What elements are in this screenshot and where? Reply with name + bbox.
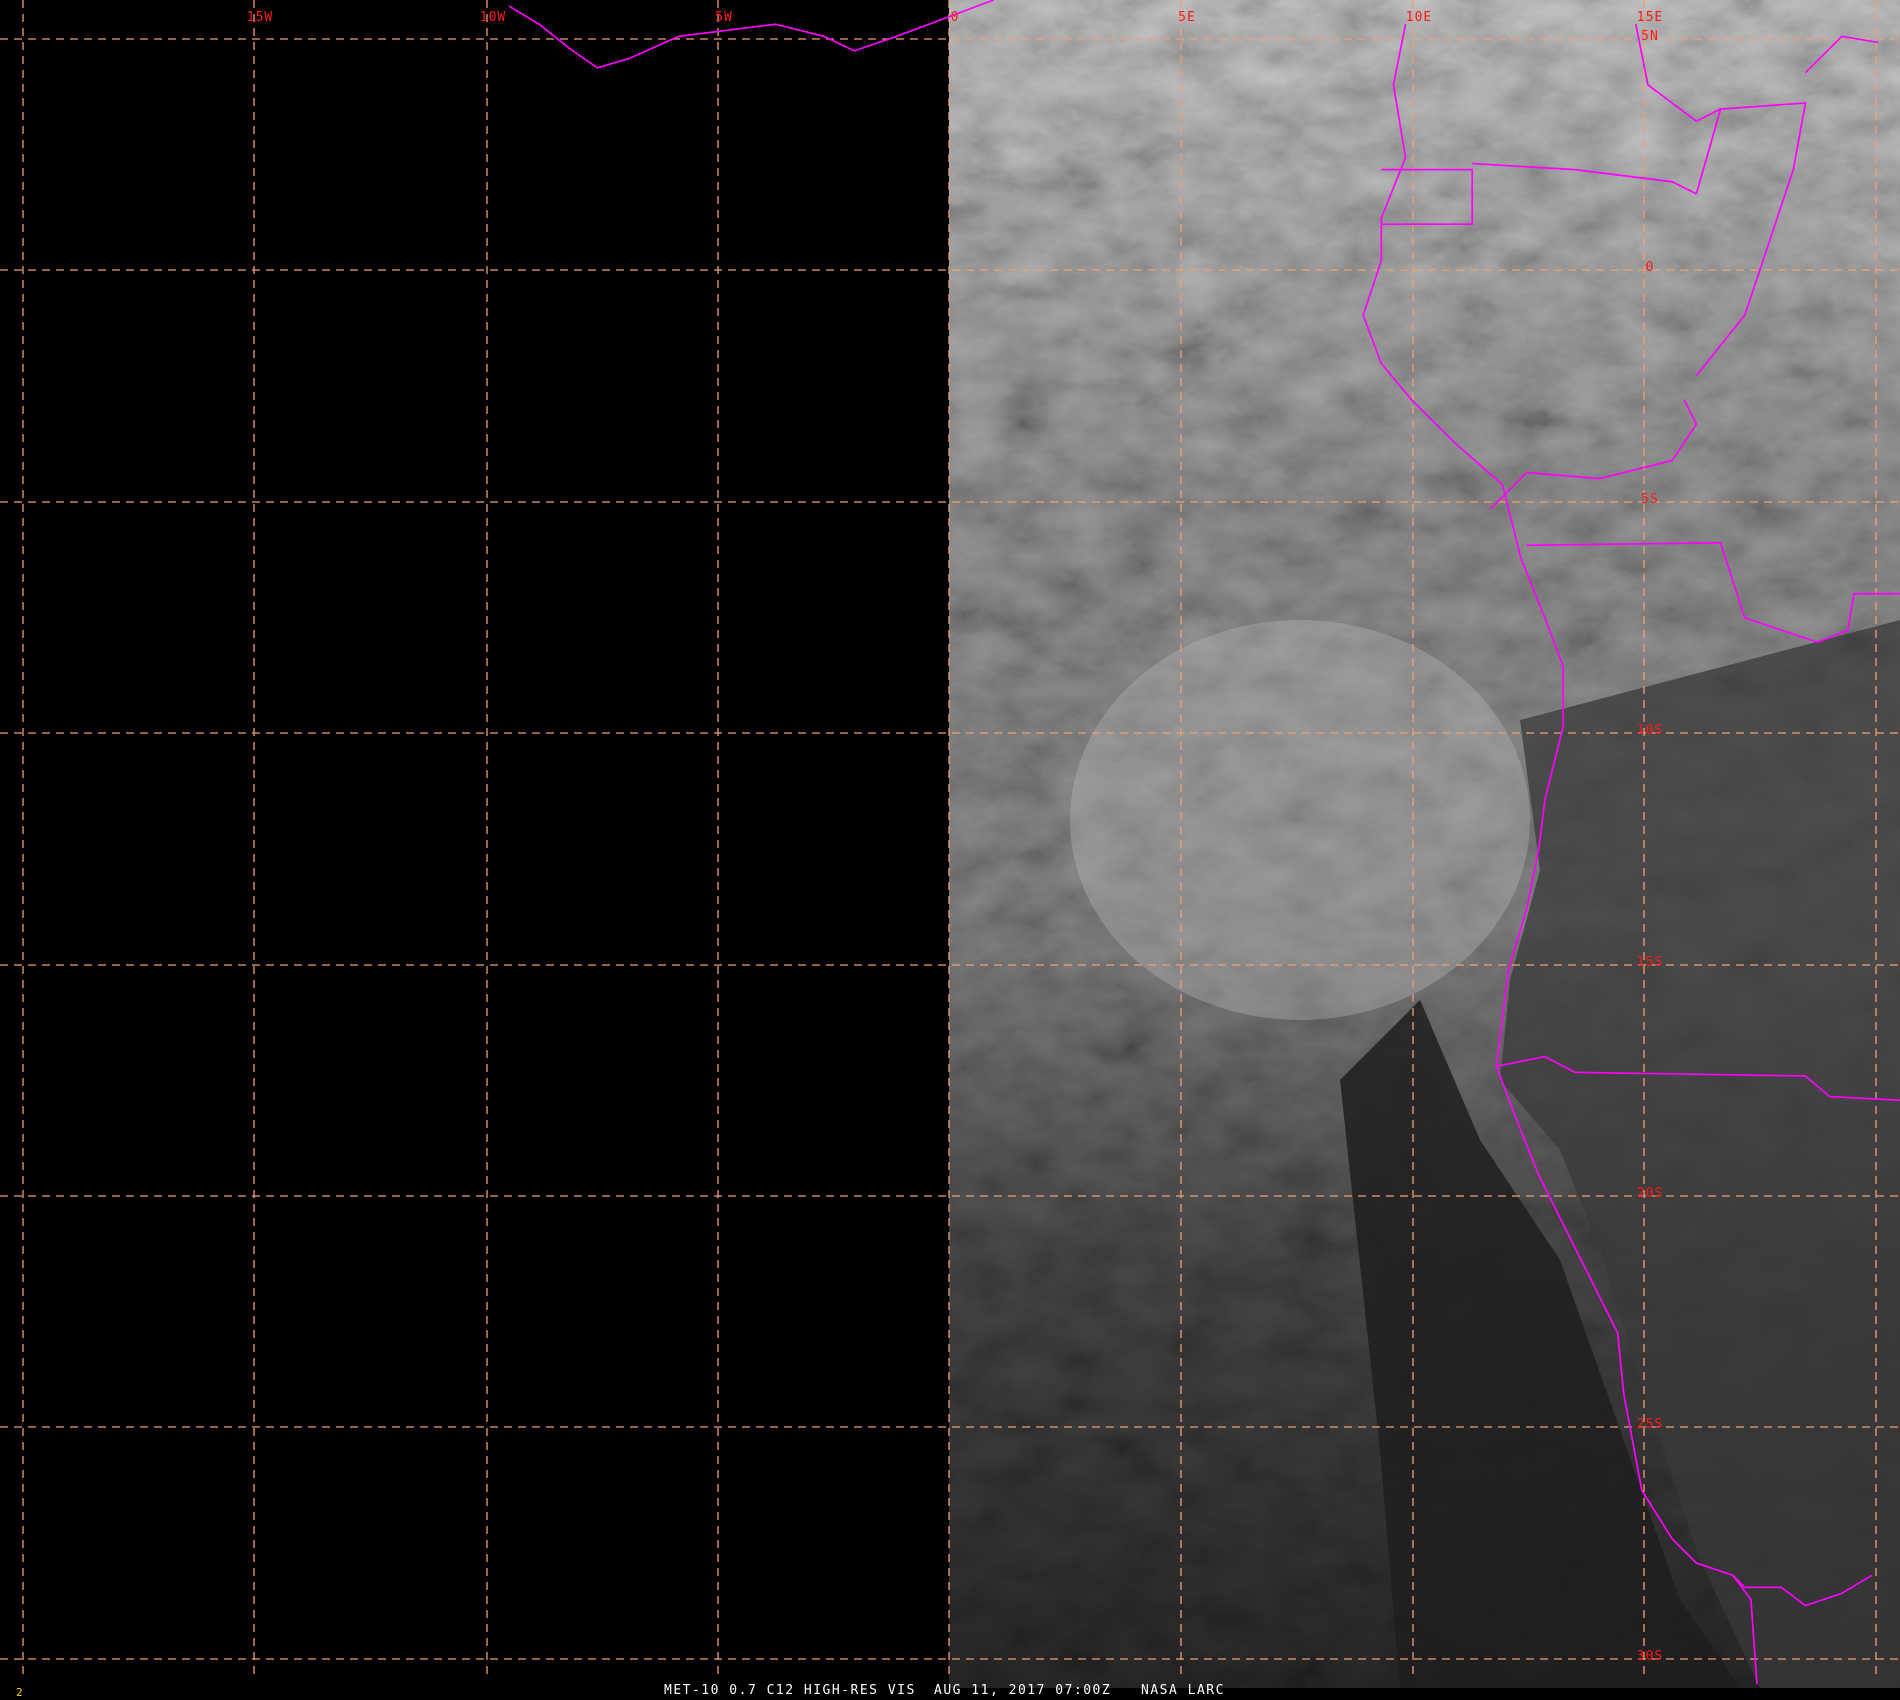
latitude-label: 20S (1636, 1186, 1664, 1201)
country-border (1472, 162, 1697, 195)
longitude-label: 10W (479, 10, 507, 25)
country-border (1634, 24, 1721, 123)
country-border (1526, 541, 1900, 644)
satellite-image (949, 0, 1900, 1688)
country-border (1381, 168, 1474, 226)
latitude-label: 25S (1636, 1417, 1664, 1432)
land-region (1500, 620, 1900, 1688)
country-border (1804, 35, 1879, 74)
frame-number: 2 (16, 1686, 23, 1699)
coastlines (508, 0, 1900, 1685)
source-label: NASA LARC (1141, 1683, 1225, 1698)
latitude-label: 5S (1641, 492, 1659, 507)
latitude-label: 30S (1636, 1649, 1664, 1664)
latitude-label: 10S (1636, 723, 1664, 738)
longitude-label: 10E (1405, 10, 1433, 25)
longitude-label: 0 (950, 10, 960, 25)
datetime-label: AUG 11, 2017 07:00Z (934, 1683, 1112, 1698)
longitude-label: 15W (246, 10, 274, 25)
country-border (1496, 1055, 1900, 1102)
latitude-label: 0 (1645, 260, 1655, 275)
longitude-label: 15E (1636, 10, 1664, 25)
country-border (1732, 1574, 1873, 1607)
longitude-label: 5W (715, 10, 733, 25)
central-africa-coastline (1362, 24, 1758, 1685)
product-label: MET-10 0.7 C12 HIGH-RES VIS (664, 1683, 916, 1698)
longitude-label: 5E (1178, 10, 1196, 25)
latitude-label: 5N (1641, 29, 1659, 44)
latitude-label: 15S (1636, 955, 1664, 970)
country-border (1489, 399, 1698, 510)
clear-ocean-region (1340, 1000, 1740, 1688)
west-africa-coastline (508, 0, 994, 69)
